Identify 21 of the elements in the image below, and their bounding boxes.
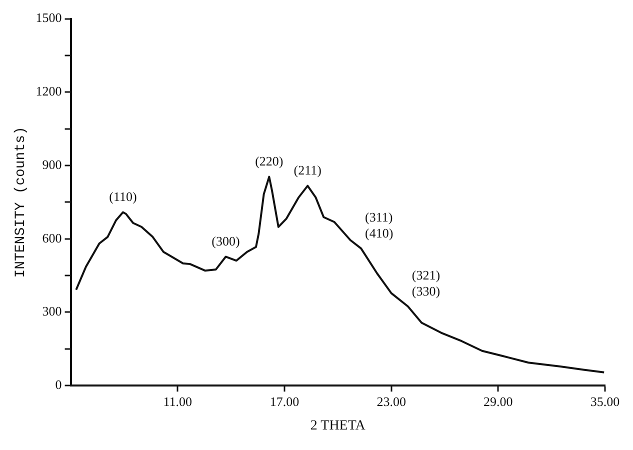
annotation: (300) xyxy=(212,234,240,249)
annotation: (321) xyxy=(412,267,440,282)
annotation: (110) xyxy=(109,189,137,204)
annotation: (330) xyxy=(412,283,440,298)
y-tick-label: 1500 xyxy=(36,10,62,26)
x-tick-label: 35.00 xyxy=(590,394,620,409)
y-tick-label: 900 xyxy=(42,156,62,172)
y-tick-label: 0 xyxy=(55,377,62,392)
x-axis-title: 2 THETA xyxy=(310,418,366,434)
y-tick-label: 600 xyxy=(42,230,62,246)
annotation: (311) xyxy=(365,209,393,224)
y-tick-label: 300 xyxy=(42,304,62,319)
x-tick-label: 29.00 xyxy=(484,394,513,409)
annotation: (410) xyxy=(365,225,394,240)
y-tick-label: 1200 xyxy=(36,84,62,99)
x-tick-label: 11.00 xyxy=(163,394,192,409)
x-tick-label: 17.00 xyxy=(270,394,300,409)
x-tick-label: 23.00 xyxy=(376,394,406,409)
annotation: (220) xyxy=(255,154,284,169)
annotation: (211) xyxy=(294,162,322,178)
y-axis-title: INTENSITY (counts) xyxy=(13,126,30,278)
